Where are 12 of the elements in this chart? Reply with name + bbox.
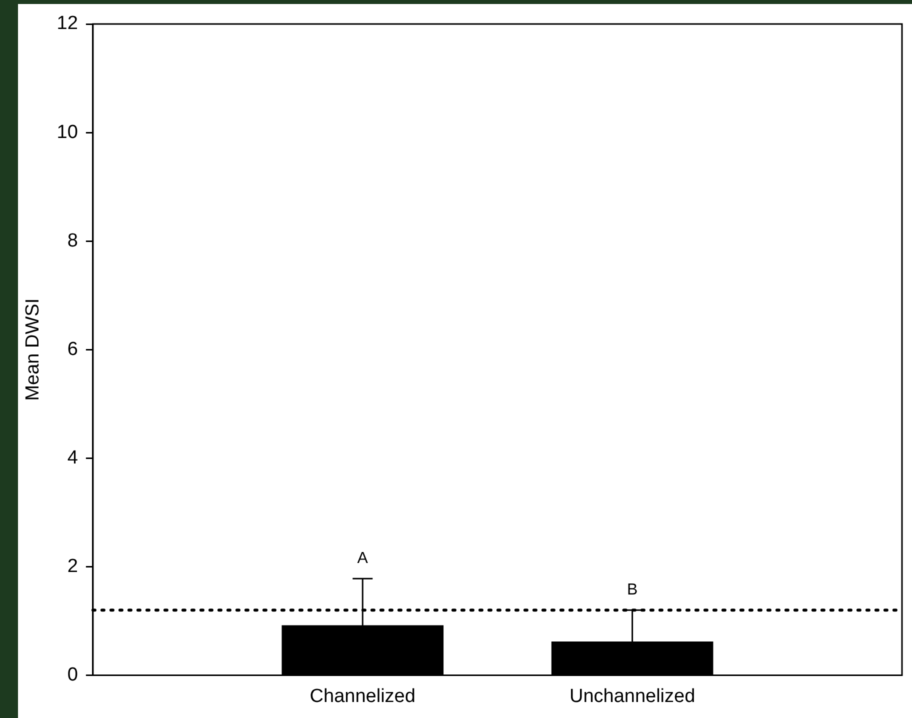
y-tick-label: 2 bbox=[67, 556, 78, 577]
annotation: A bbox=[357, 550, 368, 568]
x-tick-label: Unchannelized bbox=[569, 686, 696, 707]
y-tick-label: 0 bbox=[67, 664, 78, 686]
y-tick-label: 12 bbox=[56, 13, 78, 34]
y-tick-label: 8 bbox=[67, 230, 78, 252]
y-tick-label: 6 bbox=[67, 338, 78, 360]
y-axis-title: Mean DWSI bbox=[22, 298, 44, 401]
y-tick-label: 10 bbox=[56, 122, 78, 143]
annotation: B bbox=[626, 581, 638, 598]
y-tick-label: 4 bbox=[67, 447, 78, 468]
x-tick-label: Channelized bbox=[310, 686, 416, 707]
